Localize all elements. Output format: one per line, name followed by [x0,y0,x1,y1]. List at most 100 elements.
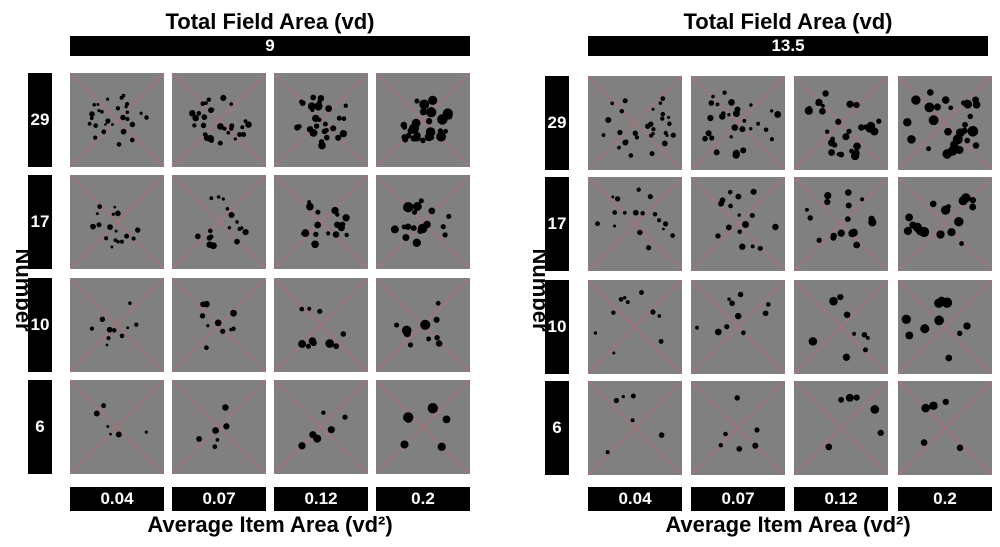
cell-drawing [376,380,470,474]
dot [947,228,956,237]
stimulus-cell [70,73,164,167]
cross-line [794,177,888,271]
cross-line [691,280,785,374]
dot [124,101,130,107]
dot [245,121,252,128]
dot [120,128,127,135]
dot [196,111,202,116]
dot [611,310,616,315]
dot [846,100,854,108]
dot [649,133,654,138]
dot [865,335,870,340]
cell-drawing [70,380,164,474]
dot [769,137,774,142]
dot [101,403,107,409]
dot [924,102,935,113]
dot [337,224,345,232]
dot [863,347,868,353]
dot [822,90,829,97]
dot [311,240,319,249]
dot [734,106,741,113]
dot [714,328,722,336]
dot [830,234,837,241]
dot [808,337,818,346]
dot [418,198,424,204]
cross-line [274,380,368,474]
stimulus-cell [794,177,888,271]
dot [670,132,676,138]
dot [426,336,432,342]
dot [845,393,854,402]
cross-line [588,381,682,475]
col-label-area: 0.07 [691,487,785,511]
dot [837,293,844,301]
cell-drawing [898,280,992,374]
dot [420,137,426,144]
dot [763,127,769,133]
cross-line [172,73,266,167]
dot [196,436,202,442]
dot [426,107,437,118]
col-label-area: 0.04 [588,487,682,511]
dot [729,300,735,307]
dot [713,149,720,156]
dot [762,310,769,317]
cross-line [898,177,992,271]
dot [331,206,339,215]
dot [89,111,95,117]
dot [756,121,761,126]
dot [230,309,237,317]
x-axis-label: Average Item Area (vd²) [665,512,911,537]
dot [749,212,755,219]
dot [934,315,944,326]
dot [144,115,149,120]
cross-line [70,278,164,372]
dot [110,245,114,249]
dot [963,99,971,107]
dot [135,227,141,233]
cross-line [898,76,992,170]
dot [323,134,330,141]
dot [401,224,407,230]
cell-drawing [172,73,266,167]
dot [325,339,335,348]
stimulus-cell [898,280,992,374]
col-label-area: 0.07 [172,487,266,511]
cross-line [70,73,164,167]
dot [111,212,115,216]
dot [423,220,431,229]
dot [944,127,952,136]
dot [103,236,109,241]
dot [734,312,742,320]
dot [200,122,207,129]
dot [114,229,118,233]
dot [336,115,342,121]
dot [106,326,113,333]
dot [632,209,639,216]
dot [617,145,621,150]
cell-drawing [588,76,682,170]
dot [926,89,934,96]
cross-line [691,381,785,475]
dot [663,221,669,227]
dot [772,223,779,231]
cross-line [898,381,992,475]
dot [852,331,857,336]
dot [434,335,440,341]
dot [665,133,669,138]
cell-drawing [588,381,682,475]
dot [729,135,733,139]
dot [134,322,139,327]
dot [835,118,842,125]
dot [748,126,753,131]
dot [234,238,240,245]
dot [611,195,615,199]
dot [705,130,712,137]
dot [216,195,221,199]
dot [846,128,852,135]
dot [107,224,113,230]
dot [929,401,938,411]
dot [322,121,328,127]
dot [90,223,96,230]
dot [298,442,306,450]
